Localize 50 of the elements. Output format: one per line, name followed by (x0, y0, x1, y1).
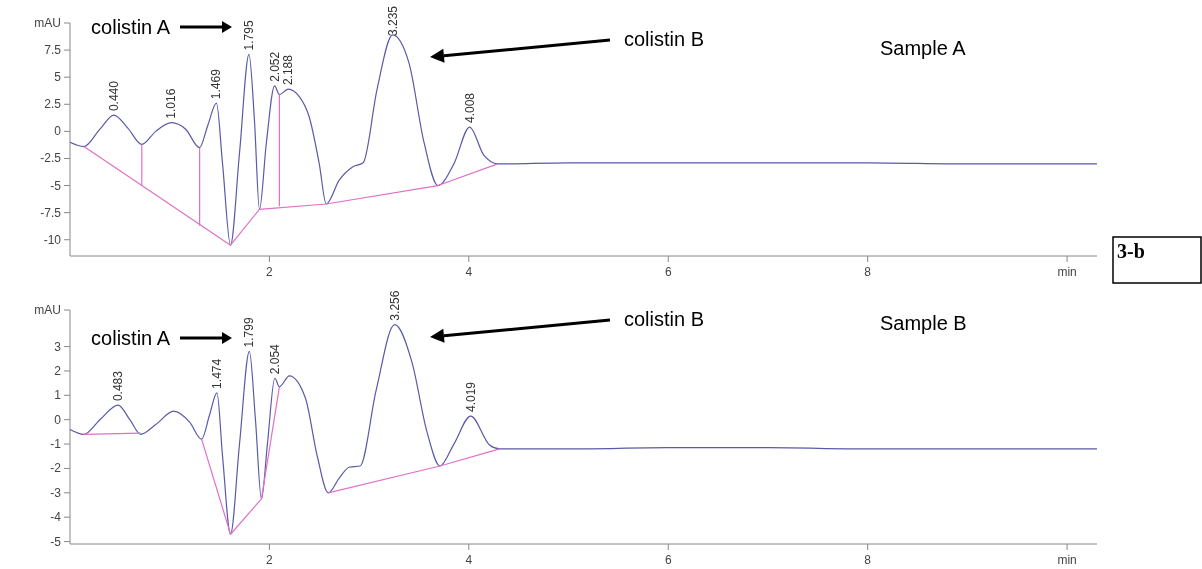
y-tick-label: -7.5 (40, 205, 62, 220)
y-tick-label: 1 (54, 388, 62, 403)
y-tick-label: mAU (34, 16, 61, 30)
annotation: 0.483 (111, 370, 126, 402)
annotation: 1.469 (209, 68, 224, 100)
x-tick-label: 2 (266, 265, 274, 279)
x-tick-label: 6 (664, 553, 672, 567)
x-tick-label: 4 (465, 553, 473, 567)
x-tick-label: 8 (864, 265, 872, 279)
annotation: 3.256 (387, 290, 402, 321)
annotation: Sample B (880, 312, 967, 334)
y-tick-label: -3 (50, 485, 62, 500)
y-tick-label: 0 (54, 412, 62, 427)
annotation: 4.008 (462, 92, 477, 124)
y-tick-label: 7.5 (44, 43, 62, 58)
annotation: Sample A (880, 37, 967, 59)
x-tick-label: min (1057, 553, 1077, 567)
x-tick-label: 4 (465, 265, 473, 279)
annotation: 2.054 (267, 343, 282, 375)
annotation: colistin A (91, 16, 171, 38)
annotation: colistin B (624, 28, 705, 50)
y-tick-label: -1 (50, 437, 62, 452)
y-tick-label: 2.5 (44, 97, 62, 112)
y-tick-label: -2.5 (40, 151, 62, 166)
annotation: 2.188 (281, 54, 296, 86)
annotation: 1.474 (209, 358, 224, 389)
annotation: 4.019 (463, 381, 478, 413)
x-tick-label: 2 (266, 553, 274, 567)
annotation: 1.016 (164, 88, 179, 119)
y-tick-label: 2 (54, 363, 62, 378)
y-tick-label: -2 (50, 461, 62, 476)
x-tick-label: min (1057, 265, 1077, 279)
annotation: 0.440 (106, 80, 121, 112)
annotation: 3.235 (385, 5, 400, 36)
y-tick-label: 3 (54, 339, 62, 354)
annotation: 1.795 (241, 20, 256, 51)
x-tick-label: 8 (864, 553, 872, 567)
text: 3-b (1117, 240, 1145, 262)
y-tick-label: 5 (54, 70, 62, 85)
annotation: colistin B (624, 308, 705, 330)
y-tick-label: -4 (50, 510, 62, 525)
x-tick-label: 6 (664, 265, 672, 279)
y-tick-label: 0 (54, 124, 62, 139)
y-tick-label: -5 (50, 534, 62, 549)
annotation: 2.052 (267, 51, 282, 82)
y-tick-label: -10 (43, 232, 62, 247)
y-tick-label: -5 (50, 178, 62, 193)
annotation: colistin A (91, 327, 171, 349)
annotation: 1.799 (242, 317, 257, 348)
y-tick-label: mAU (34, 303, 61, 317)
